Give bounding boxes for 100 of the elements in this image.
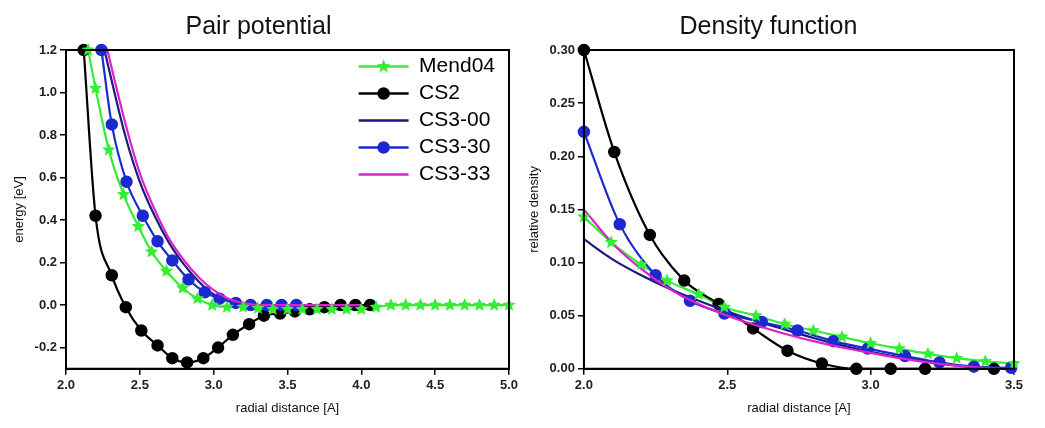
x-tick-label: 2.0: [574, 377, 593, 393]
point: [604, 235, 618, 249]
point: [691, 287, 706, 301]
point: [295, 302, 309, 315]
y-tick-label: 0.4: [38, 211, 58, 227]
point: [815, 357, 829, 370]
x-axis-title: radial distance [A]: [235, 399, 340, 415]
y-tick-label: 0.15: [549, 200, 575, 216]
point: [257, 309, 271, 322]
point: [236, 300, 250, 313]
point: [921, 346, 935, 360]
x-tick-label: 3.0: [861, 377, 880, 393]
point: [159, 264, 174, 277]
y-tick-label: 0.00: [549, 360, 575, 376]
y-tick-label: 1.2: [38, 41, 57, 57]
point: [749, 308, 763, 322]
x-tick-label: 5.0: [499, 377, 519, 393]
point: [781, 344, 794, 357]
legend-label: CS3-33: [419, 161, 491, 185]
point: [190, 291, 205, 305]
y-tick-label: 1.0: [38, 84, 57, 100]
x-tick-label: 3.0: [204, 377, 223, 393]
point: [88, 81, 103, 94]
point: [220, 300, 234, 313]
point: [198, 286, 212, 299]
point: [428, 298, 442, 311]
point: [339, 302, 354, 315]
point: [806, 323, 820, 337]
point: [835, 329, 849, 343]
point: [717, 300, 732, 313]
point: [242, 317, 256, 331]
y-axis-title: energy [eV]: [11, 176, 27, 243]
legend-label: CS3-30: [419, 134, 491, 158]
point: [643, 228, 657, 242]
legend-label: Mend04: [419, 53, 496, 77]
point: [105, 118, 119, 131]
y-tick-label: 0.6: [38, 169, 57, 185]
point: [398, 298, 413, 311]
x-axis-title: radial distance [A]: [747, 399, 851, 415]
point: [487, 298, 501, 311]
y-axis-title: relative density: [526, 165, 542, 253]
point: [978, 354, 992, 368]
point: [131, 219, 146, 233]
y-tick-label: 0.10: [549, 254, 575, 270]
point: [151, 235, 164, 248]
x-tick-label: 2.5: [130, 377, 149, 393]
point: [266, 302, 280, 315]
point: [136, 209, 150, 223]
point: [116, 187, 131, 201]
point: [182, 273, 195, 286]
x-tick-label: 2.5: [718, 377, 737, 393]
point: [634, 257, 648, 271]
point: [144, 244, 159, 258]
point: [863, 336, 878, 349]
point: [472, 298, 487, 311]
y-tick-label: 0.30: [549, 41, 575, 57]
x-tick-label: 2.0: [56, 377, 76, 393]
point: [354, 302, 368, 315]
point: [413, 298, 428, 311]
y-tick-label: 0.25: [549, 94, 575, 110]
chart-title: Density function: [679, 10, 858, 39]
point: [135, 324, 148, 337]
legend-label: CS2: [419, 80, 460, 104]
point: [119, 300, 133, 314]
point: [166, 254, 179, 267]
point: [458, 298, 472, 311]
point: [369, 300, 383, 313]
point: [176, 281, 190, 294]
point: [166, 351, 179, 365]
point: [211, 341, 225, 354]
point: [310, 302, 324, 315]
point: [251, 301, 265, 314]
y-tick-label: 0.0: [38, 296, 57, 312]
point: [226, 328, 240, 342]
point: [325, 302, 339, 315]
chart-title: Pair potential: [185, 10, 332, 39]
point: [205, 298, 219, 311]
y-tick-label: 0.2: [38, 254, 57, 270]
point: [180, 356, 194, 369]
point: [791, 324, 804, 337]
y-tick-label: -0.2: [34, 339, 57, 355]
point: [950, 351, 964, 364]
y-tick-label: 0.20: [549, 147, 575, 163]
point: [892, 341, 906, 355]
point: [443, 298, 457, 311]
point: [280, 302, 295, 315]
point: [89, 209, 102, 223]
point: [608, 145, 621, 159]
point: [105, 269, 119, 282]
legend-label: CS3-00: [419, 107, 491, 131]
x-tick-label: 4.0: [352, 377, 371, 393]
x-tick-label: 3.5: [1004, 377, 1024, 393]
point: [102, 142, 116, 156]
x-tick-label: 4.5: [426, 377, 445, 393]
point: [678, 274, 691, 287]
point: [613, 218, 626, 231]
point: [197, 351, 210, 365]
y-tick-label: 0.05: [549, 307, 575, 323]
y-tick-label: 0.8: [38, 126, 57, 142]
x-tick-label: 3.5: [278, 377, 297, 393]
